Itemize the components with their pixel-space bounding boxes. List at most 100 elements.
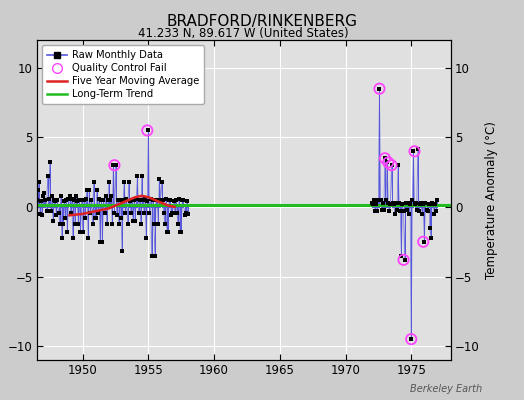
Point (173, 209, 181, 216)
Point (99, 197, 107, 203)
Point (101, 209, 109, 216)
Point (420, 238, 429, 245)
Point (152, 197, 160, 203)
Point (180, 212, 189, 218)
Point (121, 209, 129, 216)
Point (56, 220, 64, 227)
Point (170, 209, 179, 216)
Point (78, 197, 86, 203)
Point (394, 162, 402, 168)
Point (407, 336, 416, 342)
Point (411, 200, 420, 206)
Point (109, 162, 117, 168)
Point (143, 127, 151, 134)
Point (114, 197, 122, 203)
Text: BRADFORD/RINKENBERG: BRADFORD/RINKENBERG (167, 14, 357, 29)
Point (432, 208, 441, 214)
Point (70, 197, 78, 203)
Point (51, 198, 60, 204)
Point (183, 211, 192, 217)
Point (409, 148, 418, 154)
Point (107, 193, 115, 199)
Point (129, 218, 137, 224)
Point (38, 212, 46, 218)
Point (111, 162, 119, 168)
Point (387, 162, 396, 168)
Point (91, 215, 99, 221)
Point (103, 220, 111, 227)
Point (380, 206, 388, 213)
Point (151, 252, 159, 259)
Point (410, 148, 419, 154)
Point (90, 179, 98, 185)
Point (430, 211, 439, 217)
Point (425, 225, 434, 231)
Point (386, 201, 395, 207)
Point (122, 196, 130, 202)
Point (382, 197, 390, 203)
Point (423, 208, 432, 214)
Point (43, 173, 52, 180)
Point (92, 215, 100, 221)
Point (64, 196, 73, 202)
Point (162, 196, 170, 202)
Point (69, 234, 77, 241)
Point (104, 197, 112, 203)
Point (163, 229, 171, 235)
Point (81, 215, 89, 221)
Point (391, 200, 400, 206)
Point (58, 234, 66, 241)
Point (128, 197, 136, 203)
Point (36, 211, 44, 217)
Point (50, 197, 58, 203)
Point (141, 196, 149, 202)
Point (370, 197, 378, 203)
Point (123, 220, 132, 227)
Point (393, 206, 401, 213)
Point (117, 215, 125, 221)
Point (414, 208, 423, 214)
Point (94, 209, 102, 216)
Point (29, 218, 38, 224)
Text: Berkeley Earth: Berkeley Earth (410, 384, 482, 394)
Point (45, 196, 53, 202)
Point (408, 197, 417, 203)
Point (139, 197, 147, 203)
Point (26, 197, 34, 203)
Point (30, 229, 39, 235)
Point (49, 218, 57, 224)
Point (46, 159, 54, 166)
Point (176, 229, 184, 235)
Point (375, 86, 384, 92)
Point (108, 220, 116, 227)
Point (59, 220, 67, 227)
Point (181, 209, 190, 216)
Point (405, 211, 413, 217)
Point (132, 196, 140, 202)
Point (165, 197, 173, 203)
Point (433, 197, 442, 203)
Point (371, 208, 379, 214)
Point (72, 193, 80, 199)
Point (98, 238, 106, 245)
Point (130, 197, 138, 203)
Point (40, 190, 49, 196)
Point (34, 187, 42, 194)
Point (150, 220, 158, 227)
Point (53, 197, 62, 203)
Point (57, 193, 65, 199)
Point (157, 179, 166, 185)
Point (421, 200, 430, 206)
Point (429, 201, 438, 207)
Point (115, 220, 123, 227)
Point (75, 197, 84, 203)
Point (143, 198, 151, 204)
Point (159, 209, 168, 216)
Point (131, 218, 139, 224)
Point (68, 196, 76, 202)
Point (35, 179, 43, 185)
Point (383, 159, 391, 166)
Point (66, 193, 74, 199)
Point (110, 209, 118, 216)
Point (105, 179, 113, 185)
